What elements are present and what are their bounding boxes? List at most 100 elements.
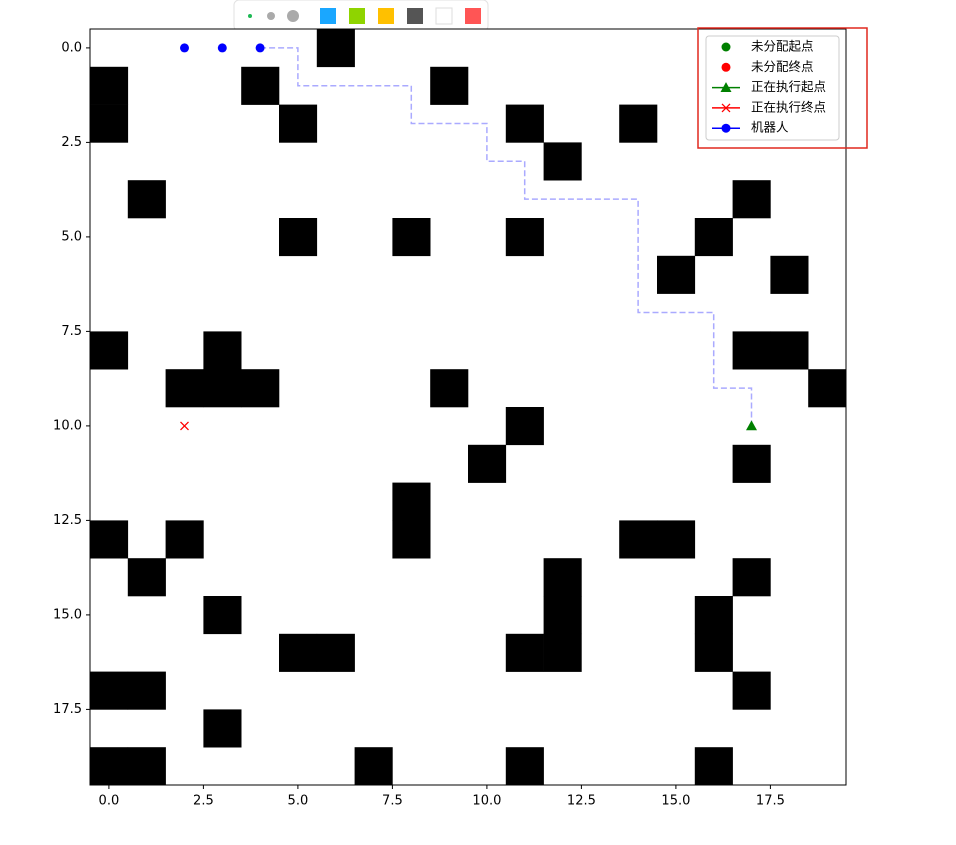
x-tick-label: 7.5 [382, 794, 403, 809]
x-tick-label: 17.5 [756, 794, 785, 809]
obstacle-cell [732, 558, 771, 597]
x-tick-label: 15.0 [661, 794, 690, 809]
obstacle-cell [316, 29, 355, 68]
obstacle-cell [90, 671, 129, 710]
legend-marker [721, 42, 731, 52]
point [746, 420, 757, 431]
legend-marker [720, 82, 732, 92]
obstacle-cell [203, 709, 242, 748]
obstacle-cell [505, 747, 544, 786]
obstacle-cell [90, 104, 129, 143]
obstacle-cell [543, 142, 582, 181]
legend-label: 正在执行终点 [751, 99, 826, 114]
obstacle-cell [694, 218, 733, 257]
x-tick-label: 0.0 [99, 794, 120, 809]
obstacle-cell [430, 66, 469, 105]
color-red[interactable] [465, 8, 481, 24]
legend-marker [721, 123, 731, 133]
obstacle-cell [279, 104, 318, 143]
y-tick-label: 10.0 [53, 418, 82, 433]
plot: 0.0 2.5 5.0 7.5 10.0 12.5 15.0 17.5 0.0 2.5 5.0 7.5… [53, 28, 847, 809]
color-white[interactable] [435, 7, 453, 25]
obstacle-cell [90, 520, 129, 559]
color-blue[interactable] [320, 8, 336, 24]
obstacle-cell [392, 482, 431, 521]
legend-label: 机器人 [751, 120, 789, 135]
obstacle-cell [657, 255, 696, 294]
obstacle-cell [694, 633, 733, 672]
obstacle-cell [505, 633, 544, 672]
obstacle-cell [203, 596, 242, 635]
color-yellow[interactable] [378, 8, 394, 24]
obstacle-cell [657, 520, 696, 559]
obstacle-cell [241, 369, 280, 408]
legend-frame [705, 35, 840, 141]
obstacle-cell [619, 104, 658, 143]
obstacle-cell [279, 218, 318, 257]
point [180, 43, 189, 53]
robot-path [260, 47, 753, 426]
color-green[interactable] [349, 8, 365, 24]
obstacle-cell [694, 747, 733, 786]
obstacle-cell [505, 407, 544, 446]
obstacle-cell [694, 596, 733, 635]
obstacle-cell [770, 331, 809, 370]
plot-frame [89, 28, 847, 786]
obstacle-cell [165, 520, 204, 559]
obstacle-cell [127, 558, 166, 597]
x-tick-label: 10.0 [472, 794, 501, 809]
obstacle-cell [732, 444, 771, 483]
obstacle-cell [203, 331, 242, 370]
x-tick-label: 12.5 [567, 794, 596, 809]
obstacle-cell [543, 596, 582, 635]
obstacle-cell [543, 558, 582, 597]
obstacle-cell [468, 444, 507, 483]
obstacle-cell [203, 369, 242, 408]
obstacle-cell [732, 180, 771, 219]
brush-large[interactable] [287, 10, 299, 22]
y-tick-label: 7.5 [61, 324, 82, 339]
obstacle-cell [279, 633, 318, 672]
obstacle-cell [543, 633, 582, 672]
y-tick-label: 15.0 [53, 607, 82, 622]
obstacle-cell [808, 369, 847, 408]
obstacle-cell [732, 671, 771, 710]
color-dark[interactable] [407, 8, 423, 24]
obstacle-cell [127, 747, 166, 786]
obstacle-cell [430, 369, 469, 408]
point [180, 421, 189, 431]
point [217, 43, 227, 53]
y-tick-label: 0.0 [61, 40, 82, 55]
obstacle-cell [732, 331, 771, 370]
obstacle-cell [90, 747, 129, 786]
brush-medium[interactable] [267, 12, 275, 20]
obstacle-cell [354, 747, 393, 786]
y-tick-label: 2.5 [61, 135, 82, 150]
x-tick-label: 5.0 [288, 794, 309, 809]
obstacle-cell [505, 104, 544, 143]
obstacle-cell [392, 520, 431, 559]
x-tick-label: 2.5 [193, 794, 214, 809]
brush-small[interactable] [248, 14, 252, 18]
obstacle-cell [316, 633, 355, 672]
point [255, 43, 265, 53]
obstacle-cell [127, 671, 166, 710]
obstacle-cell [505, 218, 544, 257]
y-tick-label: 5.0 [61, 229, 82, 244]
obstacle-cell [90, 66, 129, 105]
legend-marker [721, 62, 731, 72]
annotation-box [697, 27, 868, 149]
obstacle-cell [241, 66, 280, 105]
obstacle-cell [619, 520, 658, 559]
obstacle-cell [392, 218, 431, 257]
y-tick-label: 17.5 [53, 702, 82, 717]
legend-label: 未分配终点 [751, 59, 814, 74]
obstacle-cell [90, 331, 129, 370]
toolbar [233, 0, 489, 32]
obstacle-cell [165, 369, 204, 408]
obstacle-cell [127, 180, 166, 219]
legend-label: 正在执行起点 [751, 79, 826, 94]
obstacle-cell [770, 255, 809, 294]
